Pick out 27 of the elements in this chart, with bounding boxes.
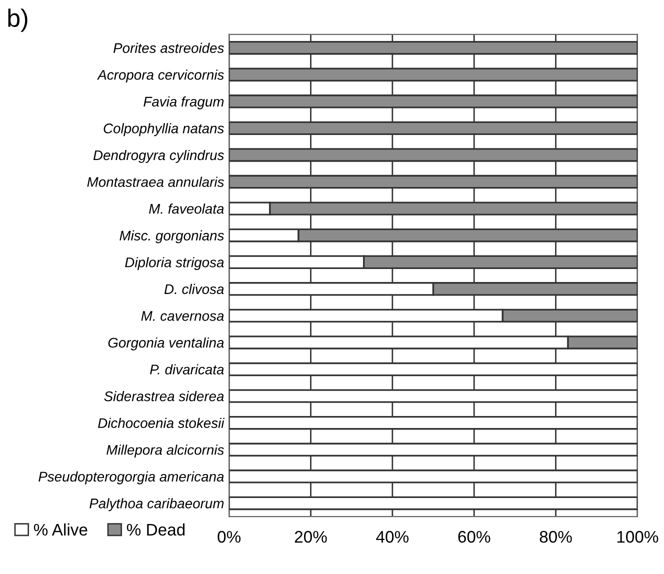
x-tick-label: 0% <box>218 530 241 543</box>
y-tick-label: D. clivosa <box>164 284 224 294</box>
legend-label: % Dead <box>126 523 185 536</box>
text: b) <box>8 8 28 32</box>
y-tick-label: Montastraea annularis <box>87 176 224 187</box>
y-tick-label: Porites astreoides <box>113 42 224 54</box>
y-tick-label: Diploria strigosa <box>125 257 224 270</box>
y-tick-label: Palythoa caribaeorum <box>90 498 224 512</box>
y-tick-label: Dichocoenia stokesii <box>98 418 225 428</box>
y-tick-label: Favia fragum <box>144 96 224 110</box>
y-tick-label: M. faveolata <box>148 204 224 214</box>
y-tick-label: Pseudopterogorgia americana <box>38 471 224 484</box>
x-tick-label: 20% <box>294 530 327 543</box>
y-tick-label: M. cavernosa <box>141 311 224 321</box>
y-tick-label: Siderastrea siderea <box>104 391 224 402</box>
y-tick-label: Colpophyllia natans <box>104 123 224 136</box>
x-tick-label: 80% <box>540 530 572 543</box>
x-tick-label: 100% <box>617 530 658 543</box>
x-tick-label: 40% <box>376 530 409 543</box>
y-tick-label: P. divaricata <box>150 364 224 374</box>
y-tick-label: Acropora cervicornis <box>96 70 224 83</box>
x-tick-label: 60% <box>458 530 490 543</box>
y-tick-label: Dendrogyra cylindrus <box>93 150 224 163</box>
legend-label: % Alive <box>34 523 88 536</box>
y-tick-label: Gorgonia ventalina <box>108 337 224 350</box>
y-tick-label: Millepora alcicornis <box>106 444 224 458</box>
y-tick-label: Misc. gorgonians <box>120 230 224 244</box>
